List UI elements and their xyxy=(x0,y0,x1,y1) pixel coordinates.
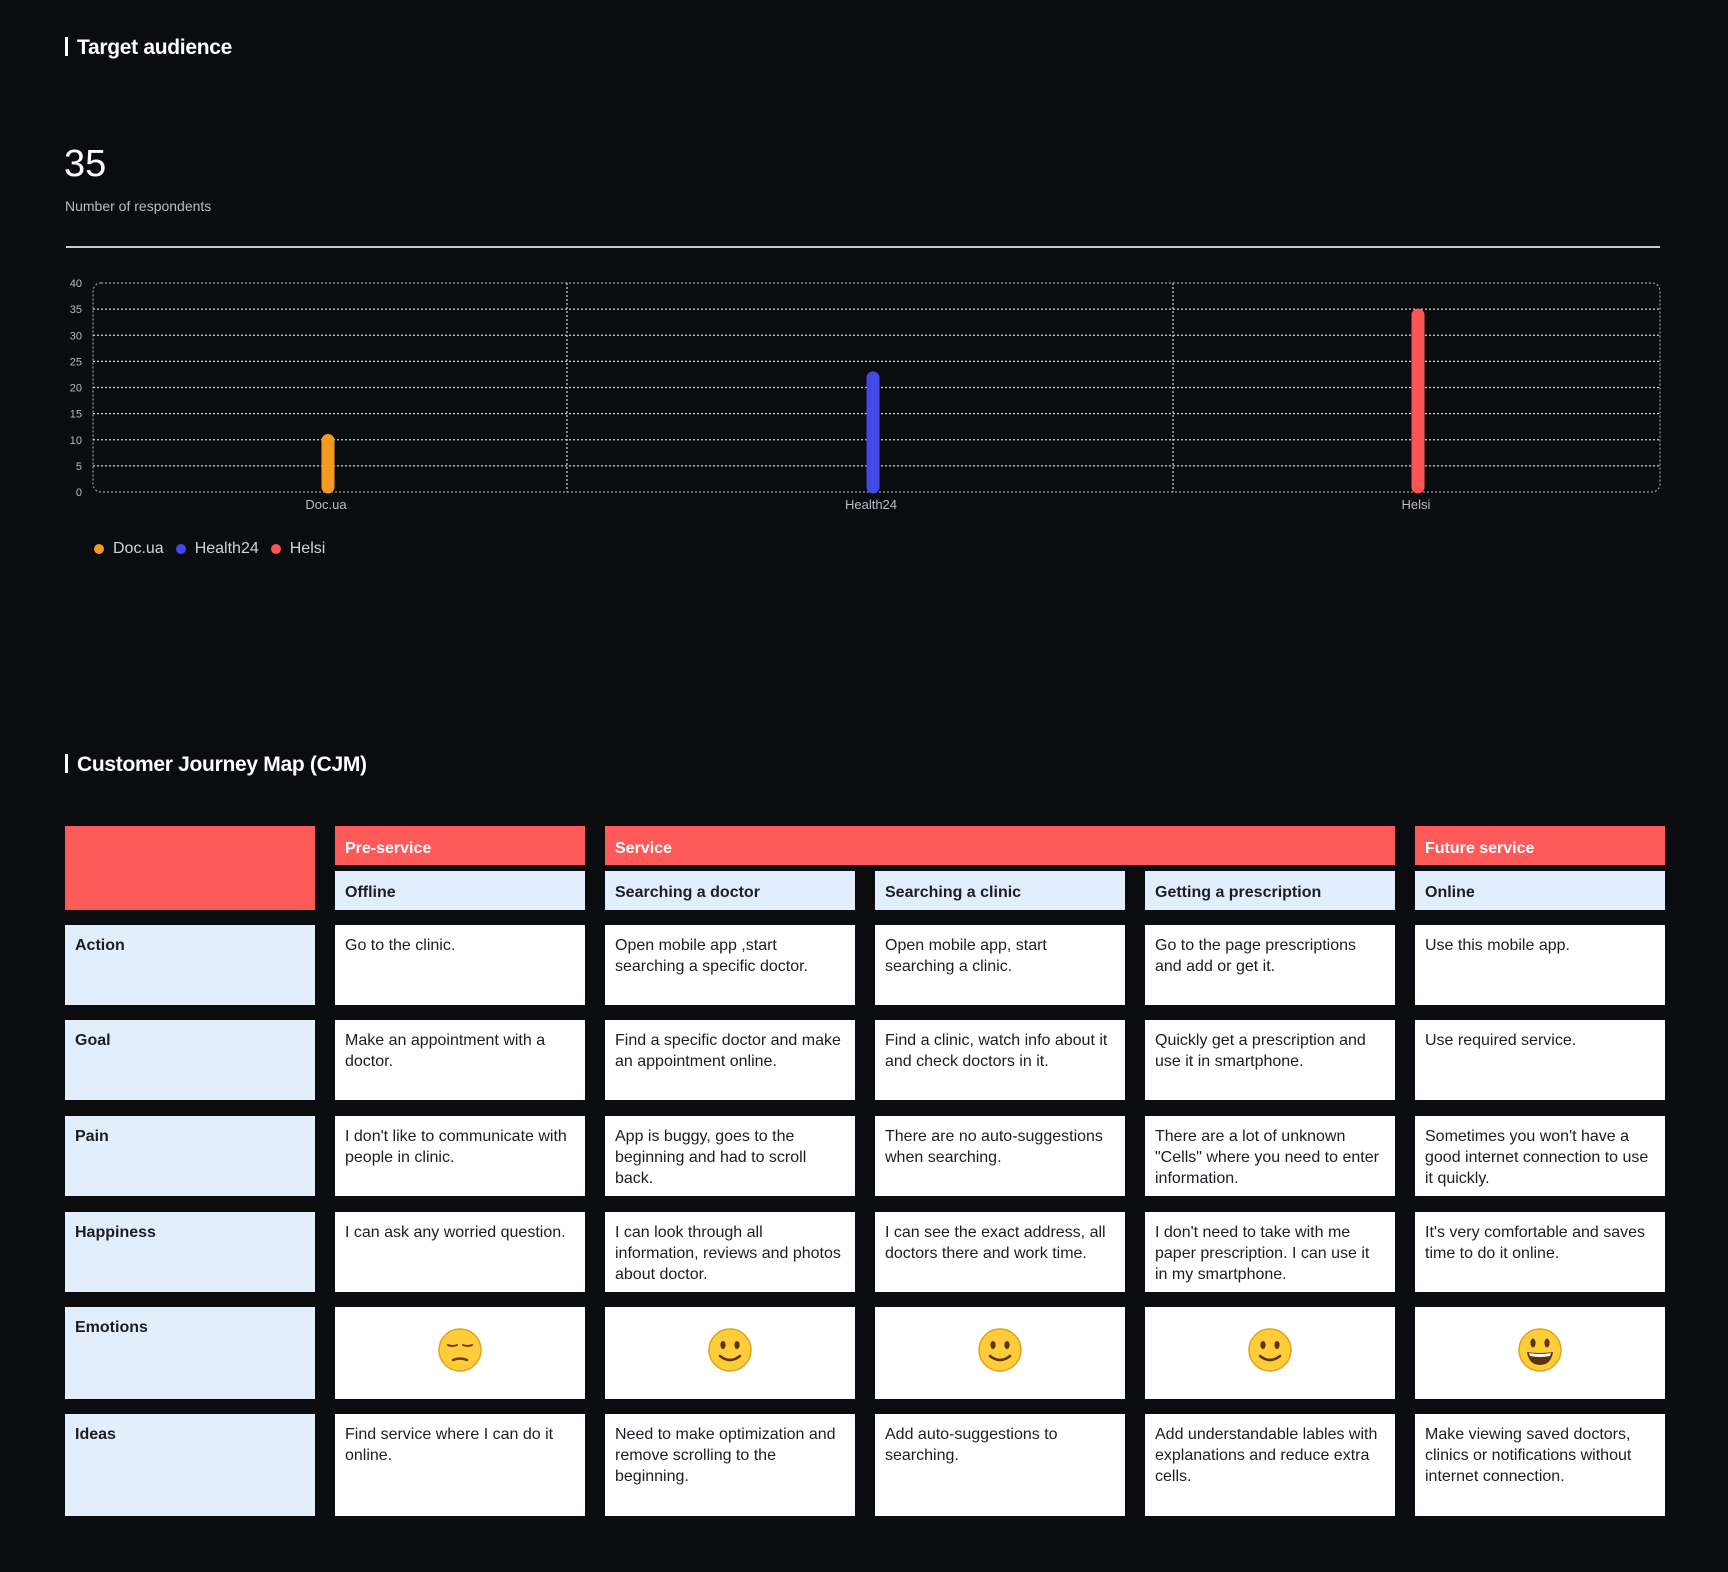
legend-dot xyxy=(94,544,104,554)
column-header: Searching a clinic xyxy=(875,871,1125,910)
slight-smile-face-icon xyxy=(708,1328,752,1378)
emotion-cell xyxy=(605,1307,855,1399)
cjm-cell: It's very comfortable and saves time to … xyxy=(1415,1212,1665,1292)
cjm-cell: Find service where I can do it online. xyxy=(335,1414,585,1516)
cjm-cell: Use required service. xyxy=(1415,1020,1665,1100)
cjm-cell: Quickly get a prescription and use it in… xyxy=(1145,1020,1395,1100)
row-label-action: Action xyxy=(65,925,315,1005)
cjm-title: Customer Journey Map (CJM) xyxy=(65,753,367,777)
pensive-face-icon xyxy=(438,1328,482,1378)
divider xyxy=(66,246,1660,248)
y-tick-label: 30 xyxy=(70,330,82,342)
cjm-title-text: Customer Journey Map (CJM) xyxy=(77,753,367,776)
respondents-bar-chart: 0 5 10 15 20 25 30 35 40 Doc.ua Health24 Helsi xyxy=(70,278,1661,512)
y-tick-label: 35 xyxy=(70,304,82,316)
row-label-ideas: Ideas xyxy=(65,1414,315,1516)
emotion-cell xyxy=(875,1307,1125,1399)
cjm-cell: Make an appointment with a doctor. xyxy=(335,1020,585,1100)
legend-item: Doc.ua xyxy=(94,540,164,558)
x-tick-label: Doc.ua xyxy=(305,497,347,512)
cjm-cell: There are no auto-suggestions when searc… xyxy=(875,1116,1125,1196)
emotion-cell xyxy=(1145,1307,1395,1399)
emotion-cell xyxy=(1415,1307,1665,1399)
cjm-cell: Open mobile app, start searching a clini… xyxy=(875,925,1125,1005)
y-tick-label: 15 xyxy=(70,409,82,421)
legend-item: Helsi xyxy=(270,540,326,558)
cjm-cell: App is buggy, goes to the beginning and … xyxy=(605,1116,855,1196)
cjm-cell: Sometimes you won't have a good internet… xyxy=(1415,1116,1665,1196)
column-header: Getting a prescription xyxy=(1145,871,1395,910)
cjm-cell: I don't need to take with me paper presc… xyxy=(1145,1212,1395,1292)
stage-header-pre-service: Pre-service xyxy=(335,826,585,865)
cjm-corner xyxy=(65,826,315,910)
y-tick-label: 0 xyxy=(76,487,82,499)
column-header: Searching a doctor xyxy=(605,871,855,910)
cjm-cell: Add understandable lables with explanati… xyxy=(1145,1414,1395,1516)
cjm-cell: Add auto-suggestions to searching. xyxy=(875,1414,1125,1516)
big-smile-face-icon xyxy=(1518,1328,1562,1378)
legend-dot xyxy=(175,544,186,554)
legend-item: Health24 xyxy=(175,540,259,558)
y-tick-label: 40 xyxy=(70,278,82,290)
slight-smile-face-icon xyxy=(978,1328,1022,1378)
column-header: Offline xyxy=(335,871,585,910)
legend-label: Helsi xyxy=(289,540,326,557)
cjm-cell: There are a lot of unknown "Cells" where… xyxy=(1145,1116,1395,1196)
cjm-cell: I can look through all information, revi… xyxy=(605,1212,855,1292)
legend-dot xyxy=(270,544,281,554)
respondents-number: 35 xyxy=(64,143,107,185)
x-tick-label: Helsi xyxy=(1402,497,1431,512)
target-audience-title: Target audience xyxy=(65,36,232,60)
legend-label: Doc.ua xyxy=(113,540,164,557)
respondents-caption: Number of respondents xyxy=(65,198,212,214)
cjm-cell: Open mobile app ,start searching a speci… xyxy=(605,925,855,1005)
cjm-cell: Need to make optimization and remove scr… xyxy=(605,1414,855,1516)
row-label-emotions: Emotions xyxy=(65,1307,315,1399)
y-tick-label: 10 xyxy=(70,435,82,447)
target-audience-title-text: Target audience xyxy=(77,36,232,59)
cjm-cell: Make viewing saved doctors, clinics or n… xyxy=(1415,1414,1665,1516)
cjm-cell: Find a clinic, watch info about it and c… xyxy=(875,1020,1125,1100)
chart-legend: Doc.ua Health24 Helsi xyxy=(94,540,325,558)
legend-label: Health24 xyxy=(194,540,259,557)
y-tick-label: 5 xyxy=(76,461,82,473)
stage-header-future-service: Future service xyxy=(1415,826,1665,865)
title-bar-mark xyxy=(65,754,68,773)
x-tick-label: Health24 xyxy=(845,497,897,512)
cjm-cell: Find a specific doctor and make an appoi… xyxy=(605,1020,855,1100)
y-tick-label: 20 xyxy=(70,383,82,395)
cjm-cell: Go to the page prescriptions and add or … xyxy=(1145,925,1395,1005)
slight-smile-face-icon xyxy=(1248,1328,1292,1378)
cjm-cell: I don't like to communicate with people … xyxy=(335,1116,585,1196)
row-label-happiness: Happiness xyxy=(65,1212,315,1292)
cjm-cell: Go to the clinic. xyxy=(335,925,585,1005)
title-bar-mark xyxy=(65,37,68,56)
stage-header-service: Service xyxy=(605,826,1395,865)
y-tick-label: 25 xyxy=(70,356,82,368)
cjm-cell: I can ask any worried question. xyxy=(335,1212,585,1292)
column-header: Online xyxy=(1415,871,1665,910)
row-label-pain: Pain xyxy=(65,1116,315,1196)
cjm-cell: I can see the exact address, all doctors… xyxy=(875,1212,1125,1292)
row-label-goal: Goal xyxy=(65,1020,315,1100)
emotion-cell xyxy=(335,1307,585,1399)
cjm-cell: Use this mobile app. xyxy=(1415,925,1665,1005)
